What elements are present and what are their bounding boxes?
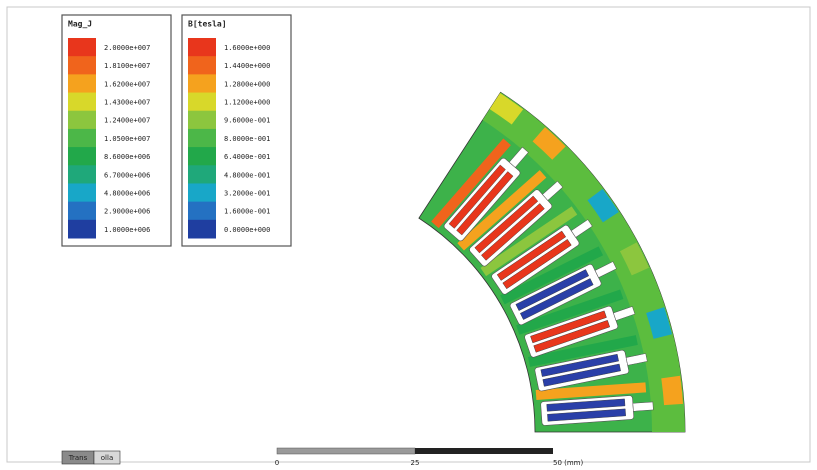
legend-swatch <box>68 111 96 130</box>
legend-swatch <box>188 129 216 148</box>
legend-label: 1.1200e+000 <box>224 99 270 107</box>
legend-swatch <box>68 147 96 166</box>
legend-label: 1.0500e+007 <box>104 135 150 143</box>
legend-swatch <box>188 147 216 166</box>
legend-swatch <box>188 111 216 130</box>
legend-swatch <box>188 183 216 202</box>
legend-swatch <box>188 74 216 93</box>
legend-label: 1.8100e+007 <box>104 62 150 70</box>
legend-label: 4.8000e-001 <box>224 171 270 179</box>
legend-swatch <box>188 220 216 239</box>
tab-label[interactable]: olla <box>101 454 113 462</box>
legend-label: 4.8000e+006 <box>104 189 150 197</box>
legend-label: 8.6000e+006 <box>104 153 150 161</box>
slot-gap <box>633 402 654 411</box>
legend-label: 2.9000e+006 <box>104 208 150 216</box>
legend-swatch <box>68 56 96 75</box>
field-spot <box>661 376 683 405</box>
legend-label: 1.2800e+000 <box>224 80 270 88</box>
legend-label: 1.0000e+006 <box>104 226 150 234</box>
legend-label: 1.6000e-001 <box>224 208 270 216</box>
scale-label: 50 (mm) <box>553 459 584 467</box>
page: {"legends": [ {"title": "Mag_J", "labels… <box>0 0 817 470</box>
scale-label: 25 <box>411 459 420 467</box>
scale-label: 0 <box>275 459 279 467</box>
legend-swatch <box>68 183 96 202</box>
legend-swatch <box>188 202 216 221</box>
legend-label: 1.4300e+007 <box>104 99 150 107</box>
legend-swatch <box>68 165 96 184</box>
legend-label: 1.6200e+007 <box>104 80 150 88</box>
legend-swatch <box>68 38 96 57</box>
legend-label: 1.2400e+007 <box>104 117 150 125</box>
legend-label: 1.6000e+000 <box>224 44 270 52</box>
legend-label: 1.4400e+000 <box>224 62 270 70</box>
legend-title: B[tesla] <box>188 20 227 29</box>
legend-label: 6.7000e+006 <box>104 171 150 179</box>
legend-title: Mag_J <box>68 20 92 29</box>
viewport: Mag_J 2.0000e+007 1.8100e+007 1.6200e+007 1.… <box>0 0 817 470</box>
legend-label: 2.0000e+007 <box>104 44 150 52</box>
legend-label: 6.4000e-001 <box>224 153 270 161</box>
tab-label[interactable]: Trans <box>68 454 88 462</box>
legend-swatch <box>188 38 216 57</box>
legend-swatch <box>68 220 96 239</box>
legend-swatch <box>188 165 216 184</box>
legend-swatch <box>188 93 216 112</box>
legend-swatch <box>68 74 96 93</box>
legend-swatch <box>68 202 96 221</box>
legend-label: 8.0000e-001 <box>224 135 270 143</box>
scale-bar-left <box>277 448 415 454</box>
legend-label: 0.0000e+000 <box>224 226 270 234</box>
legend-swatch <box>68 129 96 148</box>
legend-swatch <box>68 93 96 112</box>
scale-bar-right <box>415 448 553 454</box>
legend-swatch <box>188 56 216 75</box>
legend-label: 9.6000e-001 <box>224 117 270 125</box>
legend-label: 3.2000e-001 <box>224 189 270 197</box>
